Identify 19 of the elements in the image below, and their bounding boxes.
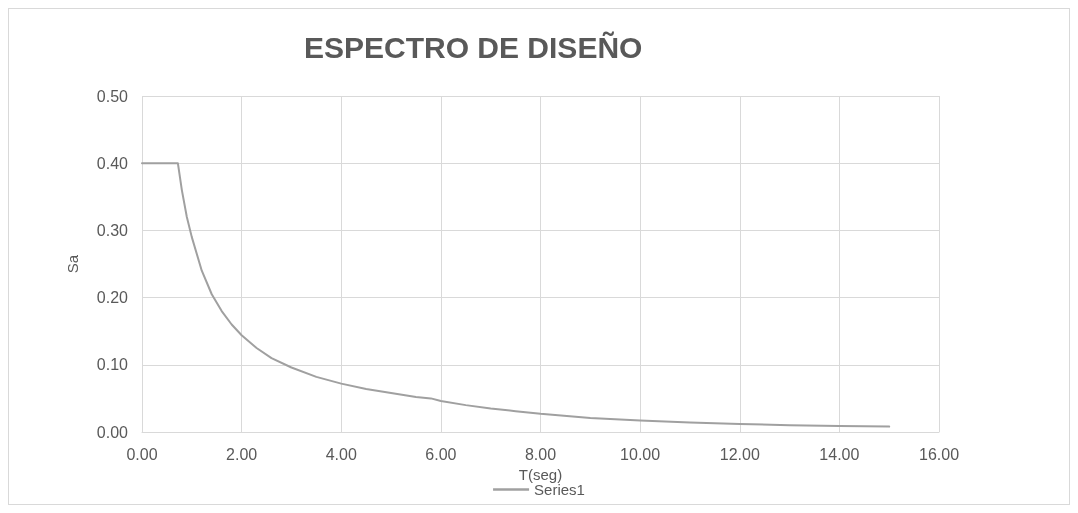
- x-tick-label: 4.00: [325, 445, 357, 463]
- x-tick-label: 0.00: [126, 445, 158, 463]
- x-tick-label: 2.00: [226, 445, 258, 463]
- y-tick-label: 0.30: [96, 221, 129, 239]
- x-tick-label: 12.00: [719, 445, 760, 463]
- x-tick-label: 10.00: [620, 445, 661, 463]
- x-tick-label: 6.00: [425, 445, 457, 463]
- chart-title: ESPECTRO DE DISEÑO: [304, 30, 643, 64]
- y-tick-label: 0.50: [96, 87, 129, 105]
- line-series: [141, 162, 891, 428]
- y-tick-label: 0.00: [96, 423, 129, 441]
- y-axis-title: Sa: [64, 254, 81, 274]
- y-tick-label: 0.20: [96, 289, 129, 307]
- x-tick-label: 8.00: [524, 445, 557, 463]
- x-axis-title: T(seg): [518, 465, 563, 483]
- y-tick-label: 0.40: [96, 154, 129, 172]
- x-tick-label: 14.00: [819, 445, 860, 463]
- x-tick-label: 16.00: [918, 445, 960, 463]
- y-tick-label: 0.10: [96, 356, 129, 374]
